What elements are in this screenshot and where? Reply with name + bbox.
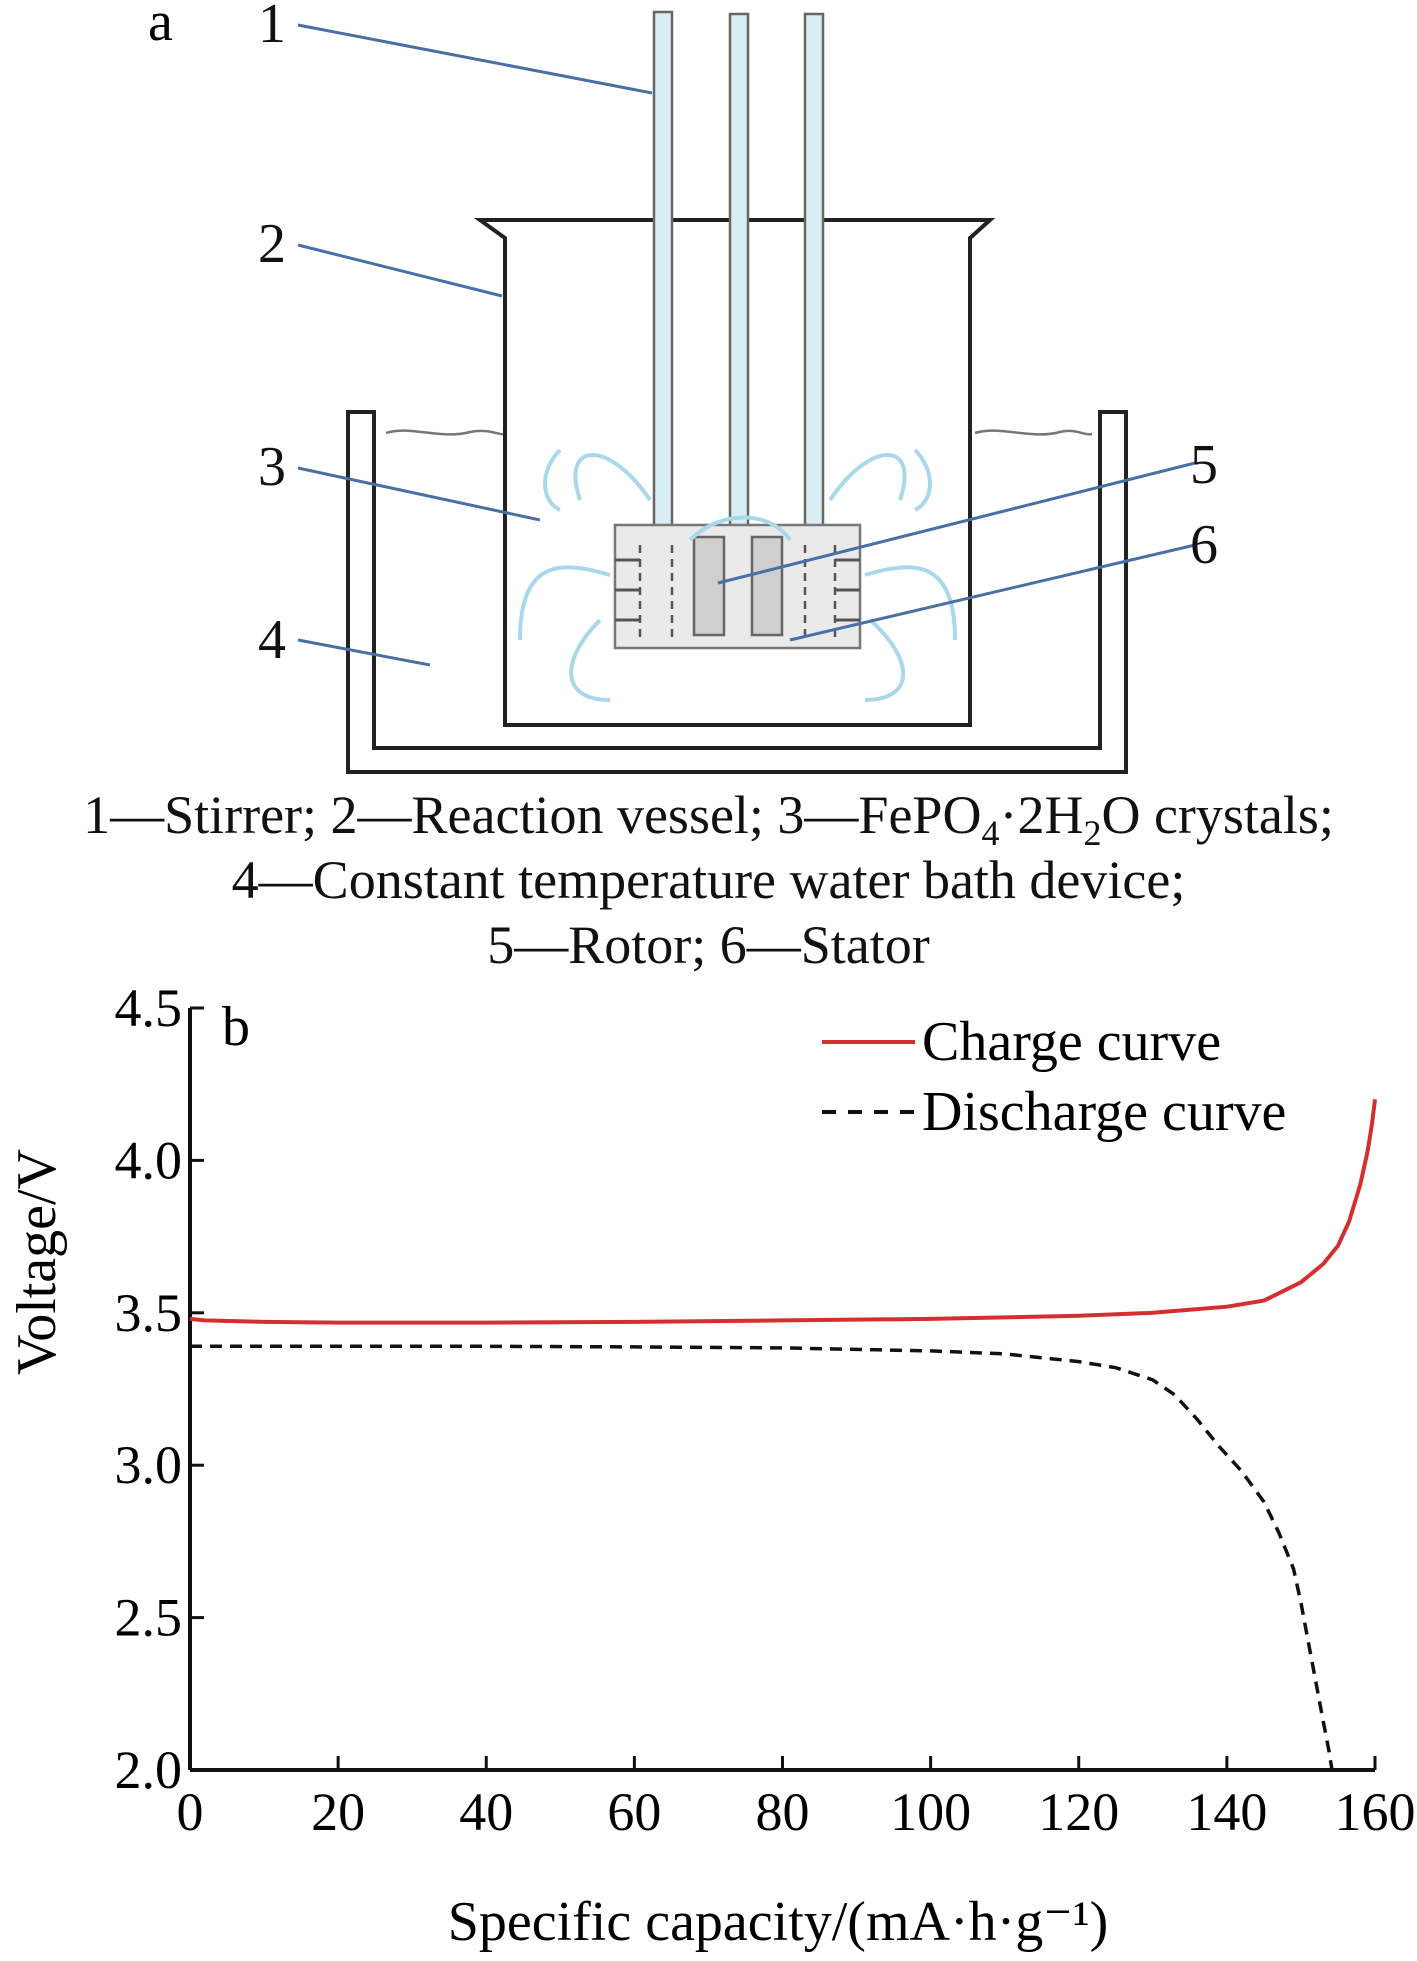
callout-6: 6	[1190, 514, 1218, 576]
caption-subscript: 2	[1083, 812, 1102, 853]
x-axis-ticks: 0 20 40 60 80 100 120 140 160	[177, 1756, 1416, 1842]
y-tick-label: 4.5	[115, 978, 183, 1038]
water-surface-right	[974, 429, 1093, 436]
y-tick-label: 2.5	[115, 1588, 183, 1648]
x-tick-label: 160	[1335, 1782, 1416, 1842]
legend-caption-line: 4—Constant temperature water bath device…	[0, 850, 1417, 910]
callout-4: 4	[258, 609, 286, 671]
chart-legend: Charge curve Discharge curve	[822, 1011, 1286, 1143]
caption-text: 4—Constant temperature water bath device…	[231, 850, 1186, 910]
callout-1: 1	[258, 0, 286, 55]
callout-leaders	[297, 23, 1196, 667]
water-surface-left	[385, 429, 506, 436]
panel-b-label: b	[222, 996, 250, 1058]
x-tick-label: 80	[756, 1782, 810, 1842]
panel-a-label: a	[148, 0, 173, 53]
flow-arrows	[518, 448, 957, 702]
x-axis-label: Specific capacity/(mA·h·g⁻¹)	[448, 1891, 1109, 1953]
caption-text: 5—Rotor; 6—Stator	[487, 915, 930, 975]
x-tick-label: 60	[607, 1782, 661, 1842]
chart-series	[189, 1099, 1377, 1771]
x-tick-label: 100	[890, 1782, 971, 1842]
discharge-curve	[190, 1344, 1334, 1771]
x-tick-label: 0	[177, 1782, 204, 1842]
y-axis-label: Voltage/V	[6, 1149, 68, 1375]
caption-subscript: 4	[981, 812, 1000, 853]
caption-text: O crystals;	[1101, 785, 1334, 845]
stator-block	[613, 523, 862, 650]
callout-2: 2	[258, 213, 286, 275]
x-tick-label: 120	[1038, 1782, 1119, 1842]
y-tick-label: 3.0	[115, 1435, 183, 1495]
x-tick-label: 40	[459, 1782, 513, 1842]
water-bath	[346, 410, 1128, 774]
x-tick-label: 140	[1186, 1782, 1267, 1842]
callout-3: 3	[258, 436, 286, 498]
y-axis-ticks: 2.0 2.5 3.0 3.5 4.0 4.5	[115, 978, 204, 1800]
voltage-capacity-chart: b 0 20 40 60 80 100 120 140 160 2.0 2.5 3.0 3.5 4.0 4…	[6, 978, 1416, 1953]
apparatus-diagram: a	[148, 0, 1218, 774]
legend-label: Discharge curve	[922, 1081, 1286, 1143]
x-tick-label: 20	[311, 1782, 365, 1842]
caption-text: 1—Stirrer; 2—Reaction vessel; 3—FePO	[83, 785, 982, 845]
legend-caption-line: 1—Stirrer; 2—Reaction vessel; 3—FePO4·2H…	[0, 785, 1417, 863]
y-tick-label: 3.5	[115, 1283, 183, 1343]
legend-caption-line: 5—Rotor; 6—Stator	[0, 915, 1417, 975]
charge-curve	[189, 1099, 1377, 1325]
caption-text: ·2H	[999, 785, 1084, 845]
legend-label: Charge curve	[922, 1011, 1221, 1073]
y-tick-label: 2.0	[115, 1740, 183, 1800]
callout-5: 5	[1190, 434, 1218, 496]
y-tick-label: 4.0	[115, 1130, 183, 1190]
